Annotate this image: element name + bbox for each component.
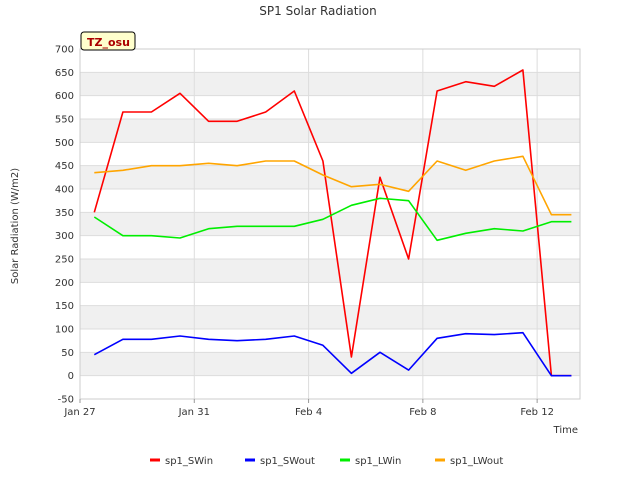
legend-label-sp1_LWin: sp1_LWin [355, 456, 401, 467]
legend-label-sp1_LWout: sp1_LWout [450, 456, 503, 467]
legend-swatch-sp1_LWin [340, 458, 350, 462]
y-tick-label: 250 [55, 255, 74, 266]
plot-band [80, 259, 580, 283]
y-tick-label: 600 [55, 91, 74, 102]
legend: sp1_SWin sp1_SWout sp1_LWin sp1_LWout [150, 456, 503, 467]
legend-swatch-sp1_LWout [435, 458, 445, 462]
y-tick-label: 550 [55, 115, 74, 126]
series-line-sp1_LWout [94, 155, 572, 216]
y-tick-label: 650 [55, 68, 74, 79]
y-tick-label: 0 [68, 371, 74, 382]
plot-band [80, 72, 580, 96]
chart-title: SP1 Solar Radiation [259, 4, 376, 18]
y-tick-label: 150 [55, 301, 74, 312]
series-line-sp1_SWout [93, 331, 572, 377]
plot-frame [79, 48, 581, 400]
plot-background-bands [80, 72, 580, 376]
y-tick-label: 300 [55, 231, 74, 242]
y-tick-label: 700 [55, 45, 74, 56]
series-line-sp1_LWin [93, 197, 572, 242]
legend-label-sp1_SWin: sp1_SWin [165, 456, 213, 467]
legend-swatch-sp1_SWout [245, 458, 255, 462]
series-layer [93, 69, 572, 377]
x-axis-title: Time [553, 425, 578, 436]
plot-band [80, 305, 580, 329]
plot-band [80, 352, 580, 376]
y-tick-label: 450 [55, 161, 74, 172]
x-tick-label: Feb 8 [409, 407, 436, 418]
y-tick-label: 350 [55, 208, 74, 219]
series-line-sp1_SWin [93, 69, 572, 377]
legend-swatch-sp1_SWin [150, 458, 160, 462]
plot-band [80, 119, 580, 143]
x-tick-label: Feb 12 [520, 407, 554, 418]
y-tick-label: 100 [55, 325, 74, 336]
y-tick-label: -50 [58, 395, 74, 406]
legend-label-sp1_SWout: sp1_SWout [260, 456, 315, 467]
y-tick-label: 200 [55, 278, 74, 289]
x-tick-label: Feb 4 [295, 407, 322, 418]
site-tag: TZ_osu [80, 31, 136, 51]
site-tag-box [80, 31, 136, 51]
y-axis-title: Solar Radiation (W/m2) [10, 168, 21, 284]
y-axis-ticks: -50 0 50 100 150 200 250 300 350 400 450 500 550 600 6… [55, 45, 74, 406]
x-tick-label: Jan 27 [63, 407, 95, 418]
x-tick-label: Jan 31 [178, 407, 210, 418]
x-axis-ticks: Jan 27 Jan 31 Feb 4 Feb 8 Feb 12 [63, 399, 554, 418]
y-tick-label: 400 [55, 185, 74, 196]
y-tick-label: 50 [61, 348, 74, 359]
y-tick-label: 500 [55, 138, 74, 149]
site-tag-label: TZ_osu [87, 36, 130, 49]
